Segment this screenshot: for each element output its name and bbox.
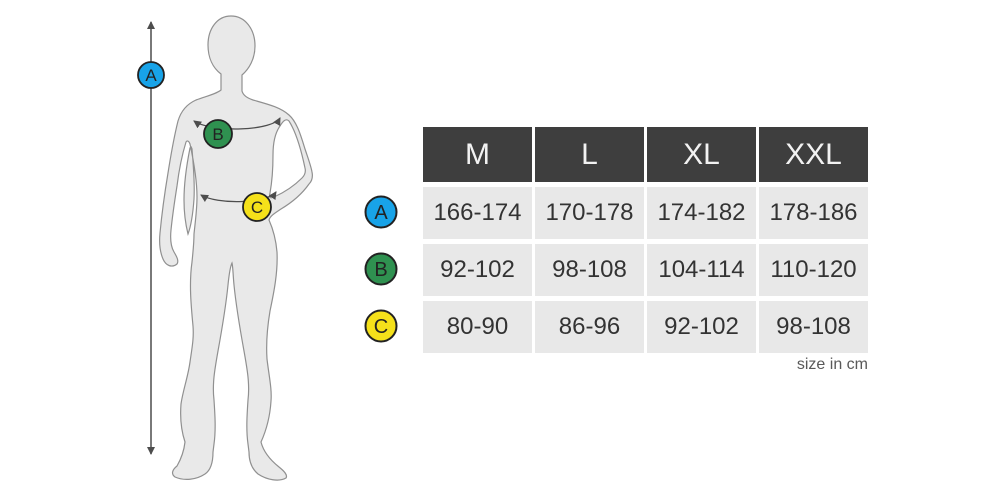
- size-table: M L XL XXL 166-174 170-178 174-182 178-1…: [423, 127, 868, 353]
- figure-marker-a-circle: [137, 61, 165, 89]
- table-cell: 80-90: [423, 301, 532, 353]
- waist-measure-arrow: [200, 191, 277, 203]
- table-cell: 98-108: [535, 244, 644, 296]
- size-column-header-xl: XL: [647, 127, 756, 182]
- chest-measure-arrow: [193, 117, 281, 130]
- table-cell: 98-108: [759, 301, 868, 353]
- size-column-header-l: L: [535, 127, 644, 182]
- legend-marker-a: A: [364, 195, 398, 229]
- legend-marker-b: B: [364, 252, 398, 286]
- size-column-header-m: M: [423, 127, 532, 182]
- table-cell: 178-186: [759, 187, 868, 239]
- legend-marker-a-circle: [364, 195, 398, 229]
- table-cell: 110-120: [759, 244, 868, 296]
- table-cell: 92-102: [647, 301, 756, 353]
- legend-marker-c-circle: [364, 309, 398, 343]
- figure-marker-a-label: A: [145, 66, 157, 85]
- figure-marker-c-circle: [242, 192, 272, 222]
- table-cell: 170-178: [535, 187, 644, 239]
- legend-marker-c: C: [364, 309, 398, 343]
- mannequin-illustration: A B C: [137, 15, 313, 481]
- figure-marker-c-label: C: [251, 198, 263, 217]
- table-cell: 104-114: [647, 244, 756, 296]
- mannequin-silhouette: [159, 15, 313, 481]
- table-cell: 92-102: [423, 244, 532, 296]
- table-cell: 166-174: [423, 187, 532, 239]
- figure-marker-b-label: B: [212, 125, 223, 144]
- figure-marker-b-circle: [203, 119, 233, 149]
- legend-marker-b-label: B: [374, 259, 387, 281]
- table-cell: 174-182: [647, 187, 756, 239]
- table-cell: 86-96: [535, 301, 644, 353]
- units-caption: size in cm: [796, 356, 868, 373]
- size-column-header-xxl: XXL: [759, 127, 868, 182]
- legend-marker-b-circle: [364, 252, 398, 286]
- legend-marker-c-label: C: [374, 316, 388, 338]
- legend-marker-a-label: A: [374, 202, 388, 224]
